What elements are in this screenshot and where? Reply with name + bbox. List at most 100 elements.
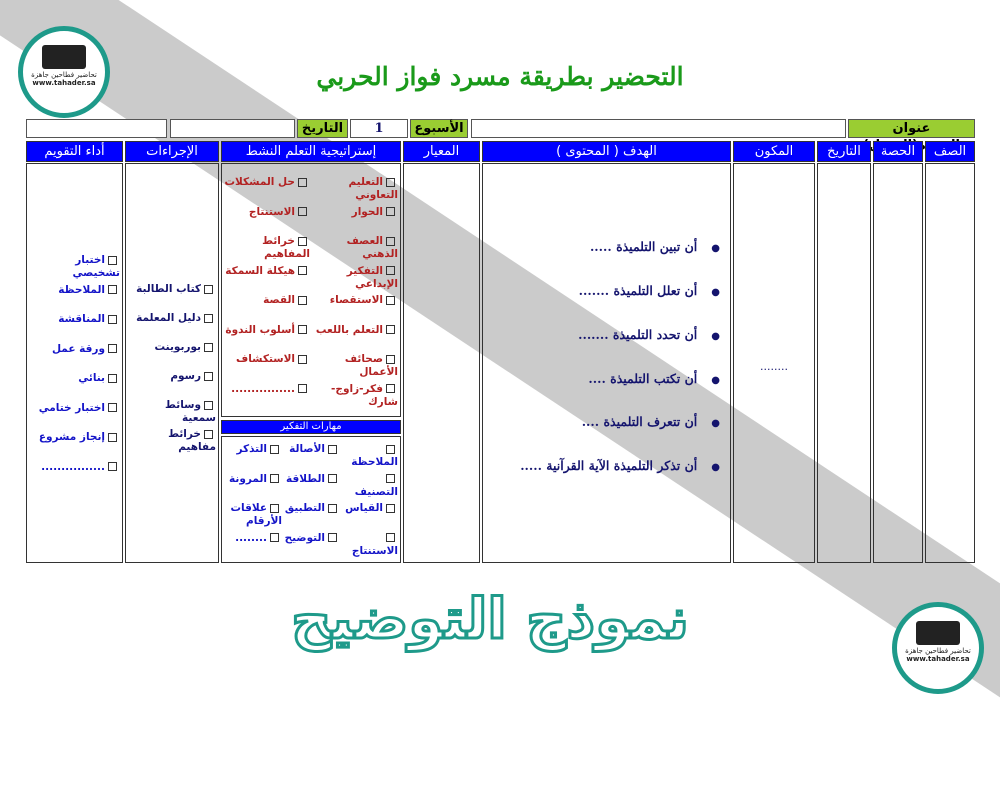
checkbox-icon[interactable] bbox=[204, 400, 213, 410]
checkbox-icon[interactable] bbox=[386, 236, 395, 246]
checkbox-option[interactable]: كتاب الطالبة bbox=[128, 283, 216, 296]
checkbox-option[interactable]: ورقة عمل bbox=[29, 343, 120, 356]
checkbox-option[interactable]: المناقشة bbox=[29, 313, 120, 326]
checkbox-icon[interactable] bbox=[386, 177, 395, 187]
checkbox-icon[interactable] bbox=[298, 207, 307, 216]
checkbox-icon[interactable] bbox=[108, 373, 117, 383]
checkbox-icon[interactable] bbox=[298, 236, 307, 246]
goal-cell[interactable]: أن تبين التلميذة ..... أن تعلل التلميذة … bbox=[482, 163, 731, 563]
checkbox-option[interactable]: صحائف الأعمال bbox=[312, 353, 398, 379]
option-label: ........ bbox=[235, 531, 267, 544]
option-label: رسوم bbox=[170, 370, 201, 382]
checkbox-option[interactable]: ................ bbox=[29, 461, 120, 474]
checkbox-icon[interactable] bbox=[108, 255, 117, 265]
checkbox-icon[interactable] bbox=[386, 503, 395, 513]
checkbox-icon[interactable] bbox=[386, 295, 395, 305]
checkbox-icon[interactable] bbox=[204, 429, 213, 439]
checkbox-icon[interactable] bbox=[386, 384, 395, 393]
checkbox-icon[interactable] bbox=[270, 444, 279, 454]
checkbox-icon[interactable] bbox=[108, 432, 117, 442]
checkbox-icon[interactable] bbox=[108, 403, 117, 412]
checkbox-icon[interactable] bbox=[298, 354, 307, 364]
checkbox-option[interactable]: الملاحظة bbox=[29, 284, 120, 297]
checkbox-option[interactable]: اختبار ختامي bbox=[29, 402, 120, 415]
checkbox-icon[interactable] bbox=[328, 474, 337, 483]
date-cell[interactable] bbox=[817, 163, 871, 563]
period-cell[interactable] bbox=[873, 163, 923, 563]
checkbox-option[interactable]: علاقات الأرقام bbox=[226, 502, 282, 528]
checkbox-option[interactable]: الاستنتاج bbox=[224, 206, 310, 219]
checkbox-icon[interactable] bbox=[298, 295, 307, 305]
week-field[interactable]: 1 bbox=[350, 119, 408, 138]
checkbox-option[interactable]: بنائي bbox=[29, 372, 120, 385]
checkbox-option[interactable]: خرائط مفاهيم bbox=[128, 428, 216, 454]
standard-cell[interactable] bbox=[403, 163, 480, 563]
checkbox-icon[interactable] bbox=[298, 384, 307, 393]
checkbox-option[interactable]: الاستنتاج bbox=[342, 532, 398, 558]
option-label: الاستنتاج bbox=[248, 205, 295, 218]
checkbox-option[interactable]: بوربوينت bbox=[128, 341, 216, 354]
checkbox-option[interactable]: التفكير الإبداعي bbox=[312, 265, 398, 291]
checkbox-icon[interactable] bbox=[386, 444, 395, 454]
checkbox-icon[interactable] bbox=[386, 325, 395, 334]
checkbox-icon[interactable] bbox=[270, 533, 279, 542]
checkbox-icon[interactable] bbox=[386, 266, 395, 275]
checkbox-icon[interactable] bbox=[204, 371, 213, 381]
checkbox-icon[interactable] bbox=[386, 354, 395, 364]
checkbox-option[interactable]: التعليم التعاوني bbox=[312, 176, 398, 202]
checkbox-option[interactable]: خرائط المفاهيم bbox=[224, 235, 310, 261]
checkbox-icon[interactable] bbox=[108, 344, 117, 353]
checkbox-option[interactable]: الأصالة bbox=[284, 443, 340, 456]
checkbox-icon[interactable] bbox=[204, 313, 213, 323]
checkbox-option[interactable]: وسائط سمعية bbox=[128, 399, 216, 425]
checkbox-icon[interactable] bbox=[328, 503, 337, 513]
class-cell[interactable] bbox=[925, 163, 975, 563]
checkbox-icon[interactable] bbox=[298, 177, 307, 187]
checkbox-option[interactable]: التطبيق bbox=[284, 502, 340, 515]
checkbox-icon[interactable] bbox=[108, 285, 117, 294]
checkbox-icon[interactable] bbox=[270, 503, 279, 513]
checkbox-icon[interactable] bbox=[298, 266, 307, 275]
checkbox-option[interactable]: التصنيف bbox=[342, 473, 398, 499]
checkbox-option[interactable]: الطلاقة bbox=[284, 473, 340, 486]
checkbox-icon[interactable] bbox=[328, 533, 337, 542]
date-field[interactable] bbox=[170, 119, 295, 138]
truck-icon bbox=[916, 621, 960, 645]
checkbox-option[interactable]: الاستكشاف bbox=[224, 353, 310, 366]
checkbox-option[interactable]: فكر-زاوج-شارك bbox=[312, 383, 398, 409]
checkbox-option[interactable]: ................ bbox=[224, 383, 310, 396]
checkbox-icon[interactable] bbox=[298, 325, 307, 334]
checkbox-icon[interactable] bbox=[108, 462, 117, 471]
checkbox-option[interactable]: هيكلة السمكة bbox=[224, 265, 310, 278]
checkbox-icon[interactable] bbox=[270, 474, 279, 483]
checkbox-option[interactable]: أسلوب الندوة bbox=[224, 324, 310, 337]
checkbox-icon[interactable] bbox=[204, 284, 213, 294]
checkbox-option[interactable]: القصة bbox=[224, 294, 310, 307]
checkbox-option[interactable]: المرونة bbox=[226, 473, 282, 486]
checkbox-icon[interactable] bbox=[386, 474, 395, 483]
extra-field[interactable] bbox=[26, 119, 167, 138]
checkbox-option[interactable]: ........ bbox=[226, 532, 282, 545]
checkbox-option[interactable]: الاستقصاء bbox=[312, 294, 398, 307]
checkbox-option[interactable]: الملاحظة bbox=[342, 443, 398, 469]
thinking-skills-cell: الملاحظة الأصالة التذكر التصنيف الطلاقة المرو… bbox=[221, 436, 401, 563]
checkbox-option[interactable]: التعلم باللعب bbox=[312, 324, 398, 337]
checkbox-option[interactable]: رسوم bbox=[128, 370, 216, 383]
checkbox-option[interactable]: اختبار تشخيصي bbox=[29, 254, 120, 280]
checkbox-icon[interactable] bbox=[386, 207, 395, 216]
checkbox-option[interactable]: القياس bbox=[342, 502, 398, 515]
checkbox-icon[interactable] bbox=[386, 533, 395, 542]
checkbox-icon[interactable] bbox=[328, 444, 337, 454]
checkbox-icon[interactable] bbox=[204, 342, 213, 352]
header-goal: الهدف ( المحتوى ) bbox=[482, 141, 731, 162]
component-cell[interactable]: ........ bbox=[733, 163, 815, 563]
checkbox-option[interactable]: دليل المعلمة bbox=[128, 312, 216, 325]
unit-title-field[interactable] bbox=[471, 119, 846, 138]
checkbox-option[interactable]: التوضيح bbox=[284, 532, 340, 545]
checkbox-icon[interactable] bbox=[108, 314, 117, 324]
checkbox-option[interactable]: الحوار bbox=[312, 206, 398, 219]
checkbox-option[interactable]: حل المشكلات bbox=[224, 176, 310, 189]
checkbox-option[interactable]: التذكر bbox=[226, 443, 282, 456]
checkbox-option[interactable]: إنجاز مشروع bbox=[29, 431, 120, 444]
checkbox-option[interactable]: العصف الذهني bbox=[312, 235, 398, 261]
